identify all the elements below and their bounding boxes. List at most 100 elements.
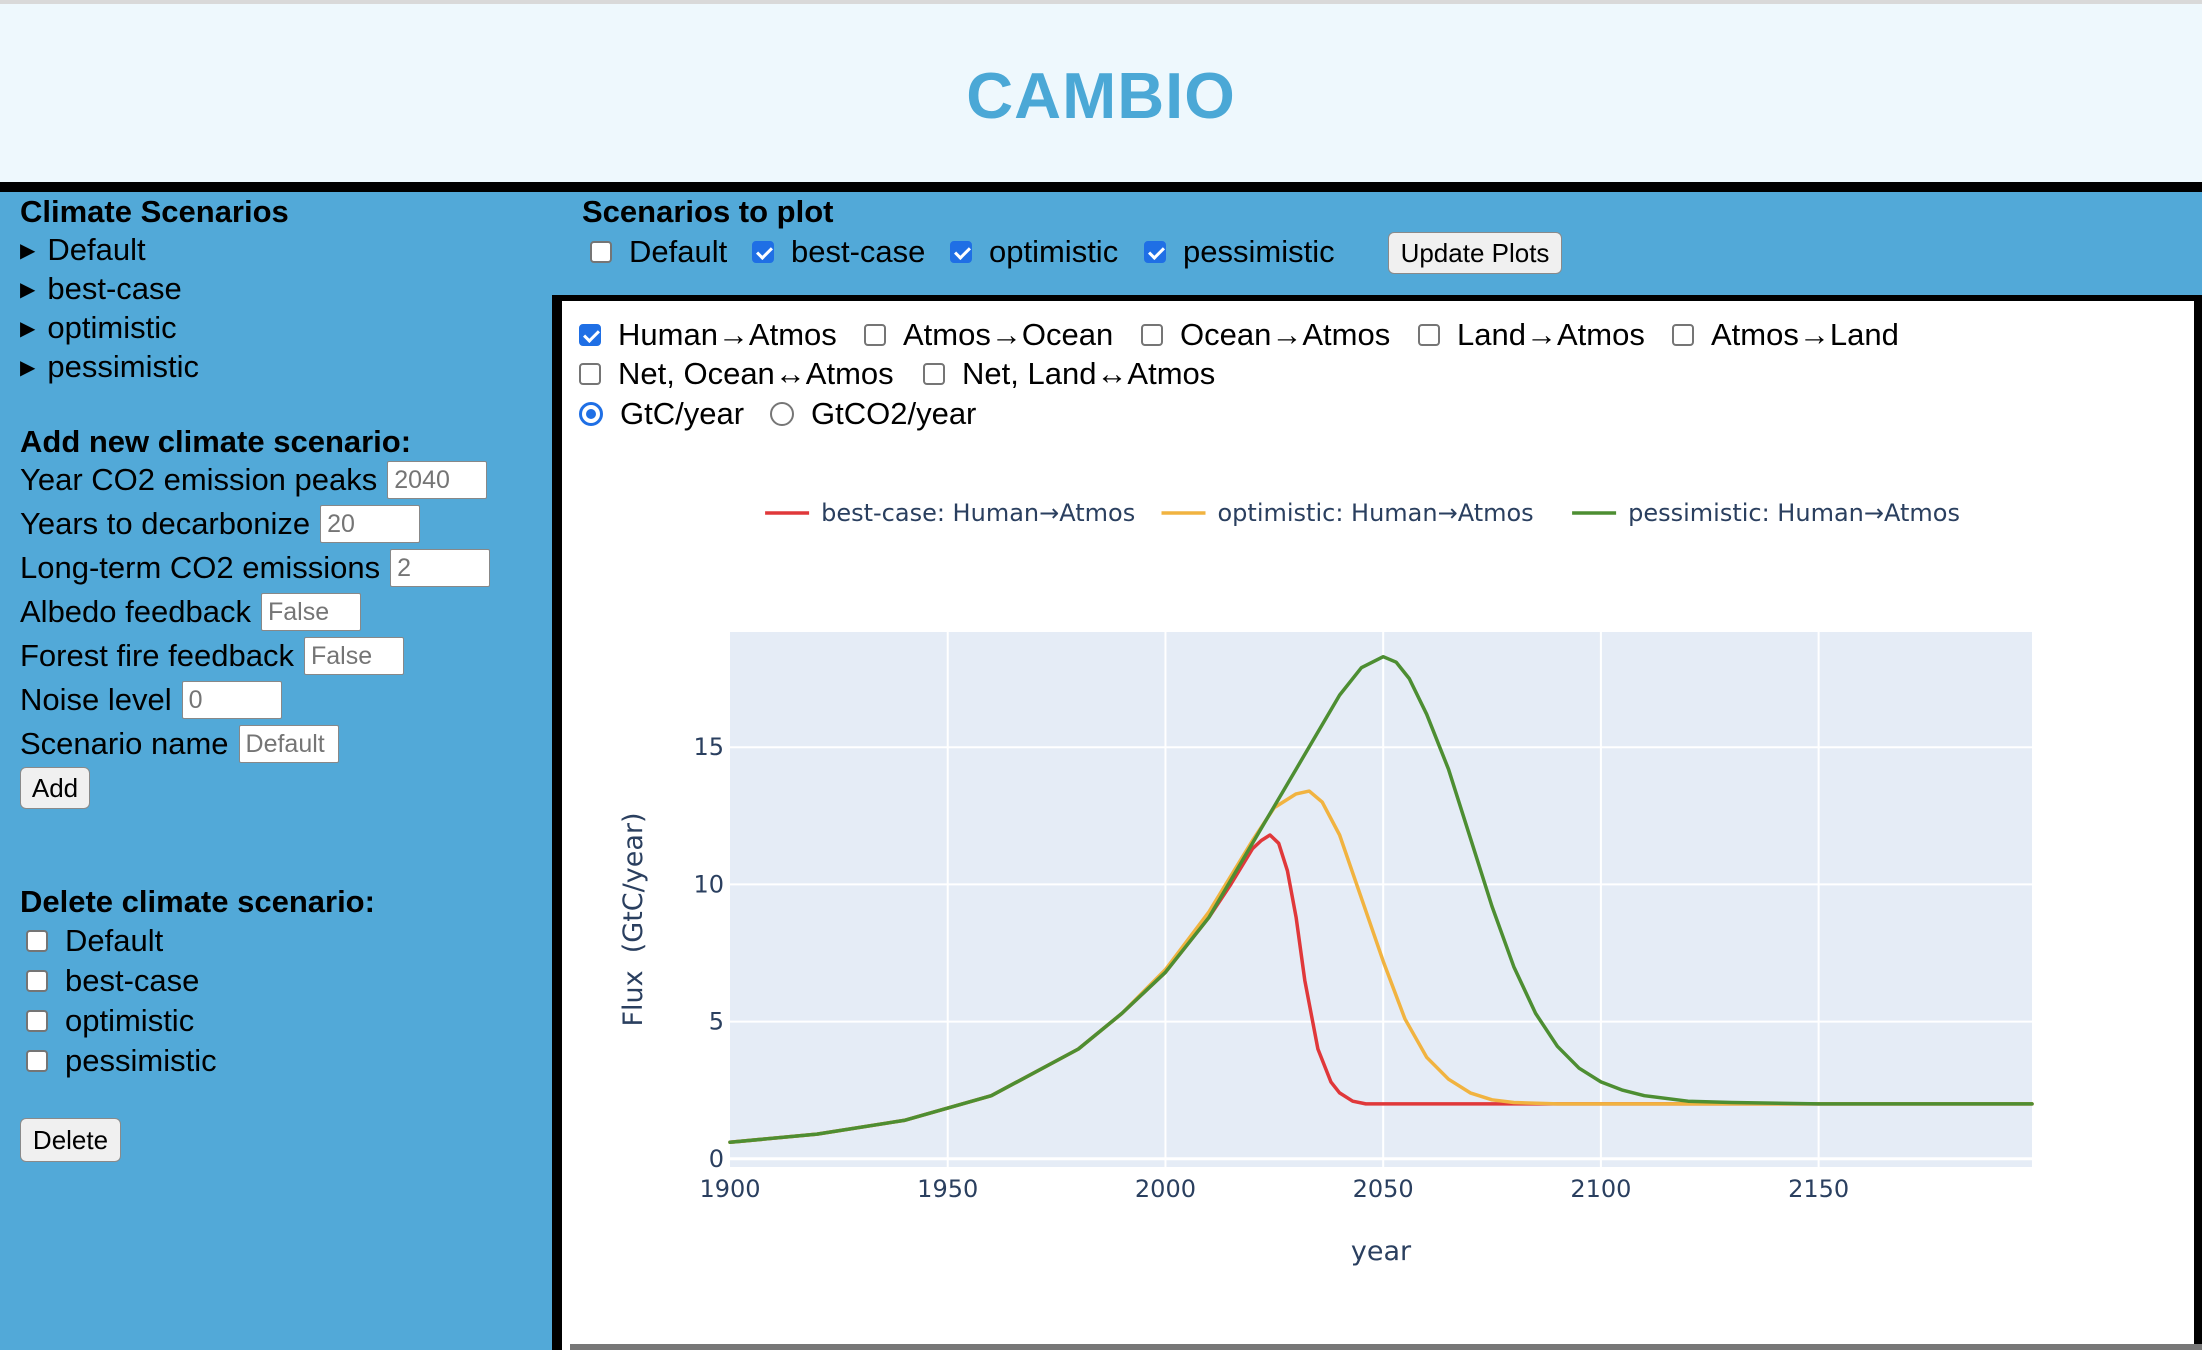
legend-item[interactable]: best-case: Human→Atmos	[765, 499, 1135, 527]
x-tick-label: 2100	[1570, 1175, 1631, 1203]
x-tick-label: 2000	[1135, 1175, 1196, 1203]
checkbox-icon[interactable]	[26, 970, 48, 992]
x-tick-label: 2050	[1353, 1175, 1414, 1203]
add-scenario-heading: Add new climate scenario:	[20, 424, 412, 459]
checkbox-icon[interactable]	[864, 324, 886, 346]
unit-gtco2-per-year[interactable]: GtCO2/year	[770, 396, 976, 432]
checkbox-icon[interactable]	[1141, 324, 1163, 346]
plot-scenario-label: Default	[629, 234, 728, 269]
scenario-selection-bar: Scenarios to plot Default best-case opti…	[552, 192, 2202, 295]
checkbox-icon[interactable]	[1418, 324, 1440, 346]
flux-label: Atmos→Ocean	[903, 317, 1114, 352]
field-label: Year CO2 emission peaks	[20, 462, 378, 497]
flux-atmos-ocean[interactable]: Atmos→Ocean	[864, 317, 1113, 353]
field-row-peak-year: Year CO2 emission peaks	[20, 460, 488, 500]
plot-area: Human→Atmos Atmos→Ocean Ocean→Atmos Land…	[562, 301, 2194, 1350]
radio-icon[interactable]	[770, 402, 794, 426]
field-row-decarbonize: Years to decarbonize	[20, 504, 421, 544]
forest-fire-feedback-input[interactable]	[303, 637, 404, 675]
plot-scenario-best-case[interactable]: best-case	[752, 234, 925, 270]
flux-label: Human→Atmos	[618, 317, 837, 352]
disclosure-triangle-icon: ▶	[20, 279, 36, 301]
flux-net-land-atmos[interactable]: Net, Land↔Atmos	[923, 356, 1215, 392]
decarbonize-years-input[interactable]	[320, 505, 421, 543]
checkbox-checked-icon[interactable]	[752, 241, 774, 263]
plot-panel: Human→Atmos Atmos→Ocean Ocean→Atmos Land…	[552, 295, 2202, 1350]
y-tick-label: 10	[693, 870, 724, 898]
checkbox-icon[interactable]	[923, 363, 945, 385]
peak-year-input[interactable]	[387, 461, 488, 499]
scenarios-to-plot-heading: Scenarios to plot	[582, 194, 834, 229]
flux-label: Net, Ocean↔Atmos	[618, 356, 894, 391]
update-plots-button[interactable]: Update Plots	[1388, 232, 1562, 274]
scenario-item-best-case[interactable]: ▶ best-case	[20, 271, 182, 311]
legend-item[interactable]: optimistic: Human→Atmos	[1161, 499, 1534, 527]
delete-item-label: optimistic	[65, 1003, 195, 1038]
chart-ticks: 1900 1950 2000 2050 2100 2150 0 5 10 15	[693, 733, 1849, 1203]
flux-human-atmos[interactable]: Human→Atmos	[579, 317, 837, 353]
scenario-item-pessimistic[interactable]: ▶ pessimistic	[20, 349, 199, 389]
plot-scenario-optimistic[interactable]: optimistic	[950, 234, 1118, 270]
top-border	[0, 0, 2202, 4]
plot-scenario-pessimistic[interactable]: pessimistic	[1144, 234, 1335, 270]
delete-item-default[interactable]: Default	[26, 921, 163, 961]
plot-scenario-default[interactable]: Default	[590, 234, 727, 270]
unit-gtc-per-year[interactable]: GtC/year	[579, 396, 744, 432]
chart-series	[728, 654, 2034, 1145]
disclosure-triangle-icon: ▶	[20, 318, 36, 340]
field-label: Noise level	[20, 682, 172, 717]
checkbox-icon[interactable]	[590, 241, 612, 263]
noise-level-input[interactable]	[181, 681, 282, 719]
albedo-feedback-input[interactable]	[260, 593, 361, 631]
flux-label: Ocean→Atmos	[1180, 317, 1391, 352]
disclosure-triangle-icon: ▶	[20, 240, 36, 262]
scenario-item-default[interactable]: ▶ Default	[20, 232, 146, 272]
checkbox-icon[interactable]	[26, 1050, 48, 1072]
checkbox-checked-icon[interactable]	[1144, 241, 1166, 263]
y-axis-label: Flux (GtC/year)	[618, 812, 649, 1026]
flux-label: Atmos→Land	[1711, 317, 1899, 352]
field-row-scenario-name: Scenario name	[20, 724, 339, 764]
checkbox-icon[interactable]	[26, 1010, 48, 1032]
field-label: Long-term CO2 emissions	[20, 550, 381, 585]
scenario-item-optimistic[interactable]: ▶ optimistic	[20, 310, 177, 350]
page-header: CAMBIO	[0, 4, 2202, 182]
x-tick-label: 2150	[1788, 1175, 1849, 1203]
radio-selected-icon[interactable]	[579, 402, 603, 426]
legend-item[interactable]: pessimistic: Human→Atmos	[1572, 499, 1960, 527]
delete-item-label: best-case	[65, 963, 200, 998]
delete-item-label: pessimistic	[65, 1043, 217, 1078]
bottom-divider	[570, 1344, 2202, 1350]
chart-grid	[730, 632, 2032, 1167]
flux-net-ocean-atmos[interactable]: Net, Ocean↔Atmos	[579, 356, 894, 392]
long-term-emissions-input[interactable]	[390, 549, 491, 587]
delete-button[interactable]: Delete	[20, 1118, 121, 1162]
climate-scenarios-heading: Climate Scenarios	[20, 194, 289, 229]
unit-label: GtC/year	[620, 396, 745, 431]
delete-scenario-heading: Delete climate scenario:	[20, 884, 375, 919]
plot-scenario-label: best-case	[791, 234, 926, 269]
scenario-name-input[interactable]	[238, 725, 339, 763]
flux-label: Net, Land↔Atmos	[962, 356, 1216, 391]
checkbox-icon[interactable]	[26, 930, 48, 952]
unit-label: GtCO2/year	[811, 396, 977, 431]
y-tick-label: 15	[693, 733, 724, 761]
scenario-item-label: best-case	[47, 271, 182, 306]
flux-label: Land→Atmos	[1457, 317, 1645, 352]
delete-item-pessimistic[interactable]: pessimistic	[26, 1041, 217, 1081]
field-label: Albedo feedback	[20, 594, 251, 629]
field-label: Years to decarbonize	[20, 506, 311, 541]
checkbox-icon[interactable]	[1672, 324, 1694, 346]
flux-atmos-land[interactable]: Atmos→Land	[1672, 317, 1899, 353]
flux-land-atmos[interactable]: Land→Atmos	[1418, 317, 1645, 353]
x-tick-label: 1900	[699, 1175, 760, 1203]
checkbox-checked-icon[interactable]	[579, 324, 601, 346]
checkbox-icon[interactable]	[579, 363, 601, 385]
checkbox-checked-icon[interactable]	[950, 241, 972, 263]
add-button[interactable]: Add	[20, 767, 90, 809]
flux-ocean-atmos[interactable]: Ocean→Atmos	[1141, 317, 1390, 353]
flux-chart[interactable]: 1900 1950 2000 2050 2100 2150 0 5 10 15 best-case…	[562, 301, 2194, 1350]
delete-item-optimistic[interactable]: optimistic	[26, 1001, 194, 1041]
chart-plot-background	[730, 632, 2032, 1167]
delete-item-best-case[interactable]: best-case	[26, 961, 199, 1001]
